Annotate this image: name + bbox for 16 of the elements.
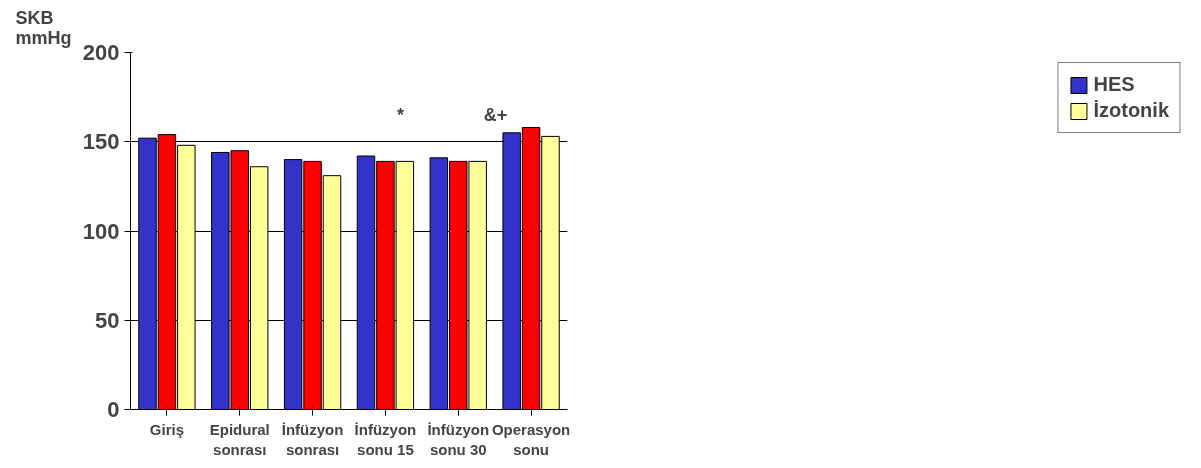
x-tick-label: İnfüzyon sonu 15	[354, 420, 417, 458]
y-tick-label: 150	[82, 129, 120, 155]
y-tick-label: 0	[107, 397, 120, 422]
y-tick-label: 50	[95, 307, 120, 333]
annotation: &+	[483, 104, 508, 125]
x-tick-label: İnfüzyon sonrası	[281, 420, 344, 458]
annotation: *	[397, 104, 405, 125]
y-tick-label: 100	[82, 218, 120, 244]
x-tick-label: Giriş	[149, 420, 185, 438]
y-axis-title: SKB mmHg	[15, 7, 72, 48]
x-tick-label: İnfüzyon sonu 30	[427, 420, 490, 458]
x-tick-label: Epidural sonrası	[209, 420, 270, 458]
x-tick-label: Operasyon sonu	[491, 420, 571, 458]
y-tick-label: 200	[82, 40, 120, 65]
legend-label: HES	[1093, 73, 1135, 96]
legend-label: İzotonik	[1093, 99, 1169, 122]
